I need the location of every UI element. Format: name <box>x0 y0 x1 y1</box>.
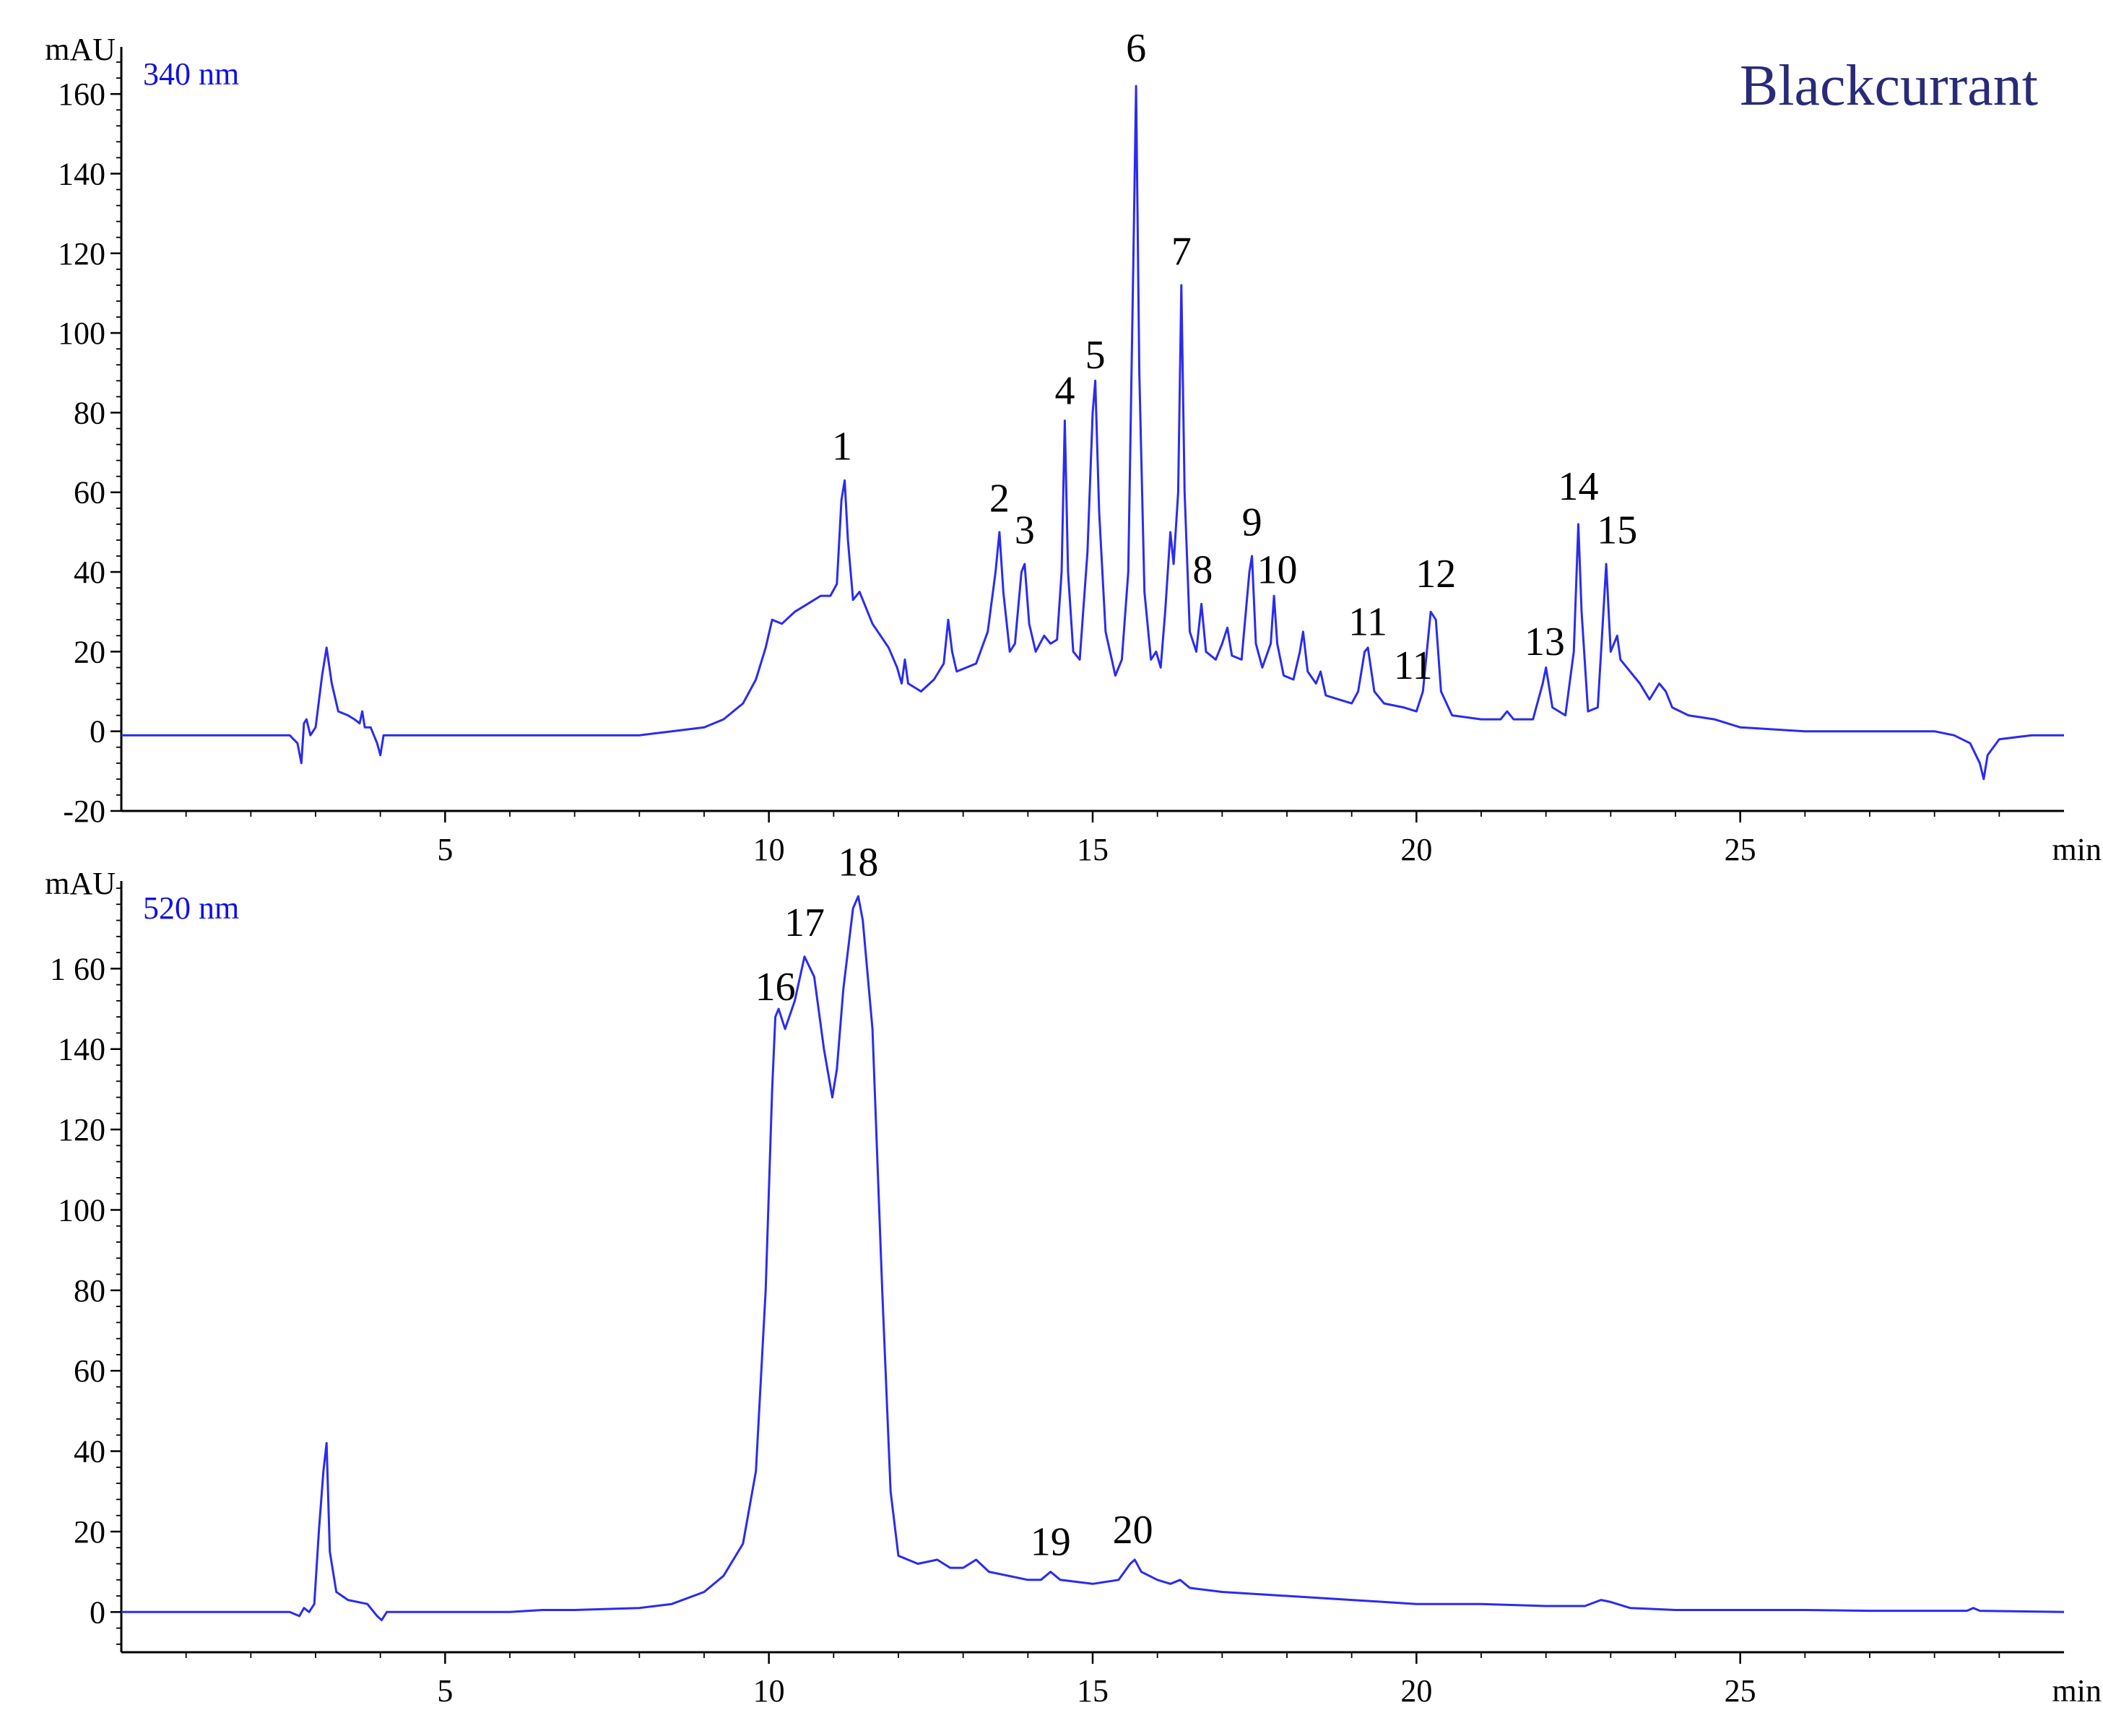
y-tick-label: 20 <box>74 1514 105 1550</box>
peak-label: 8 <box>1192 548 1213 593</box>
wavelength-label: 520 nm <box>143 890 239 926</box>
x-tick-label: 20 <box>1400 832 1432 867</box>
y-tick-label: 40 <box>74 1434 105 1470</box>
y-tick-label: 60 <box>74 475 105 511</box>
peak-label: 17 <box>784 900 825 945</box>
peak-label: 10 <box>1257 548 1298 593</box>
x-tick-label: 15 <box>1077 1673 1109 1709</box>
y-tick-label: 120 <box>58 1112 105 1147</box>
y-axis-unit-label: mAU <box>45 866 116 901</box>
chromatogram-trace <box>121 84 2064 781</box>
peak-label: 6 <box>1126 26 1146 71</box>
peak-label: 18 <box>838 840 878 885</box>
x-tick-label: 25 <box>1725 1673 1756 1709</box>
y-tick-label: 140 <box>58 156 105 191</box>
x-tick-label: 20 <box>1400 1673 1432 1709</box>
peak-label: 7 <box>1171 229 1192 274</box>
y-axis-unit-label: mAU <box>45 32 116 67</box>
y-tick-label: 140 <box>58 1032 105 1067</box>
peak-label: 1 <box>832 425 852 469</box>
y-tick-label: 100 <box>58 1192 105 1228</box>
peak-label: 11 <box>1348 599 1387 644</box>
x-tick-label: 25 <box>1725 832 1756 867</box>
y-tick-label: 0 <box>90 714 105 750</box>
peak-label: 20 <box>1113 1508 1153 1553</box>
peak-label: 9 <box>1242 500 1262 544</box>
y-tick-label: 1 60 <box>50 951 105 986</box>
x-tick-label: 5 <box>437 1673 453 1709</box>
x-tick-label: 5 <box>437 832 453 867</box>
figure-title: Blackcurrant <box>1740 54 2038 118</box>
wavelength-label: 340 nm <box>143 56 239 92</box>
chromatogram-trace <box>121 895 2065 1621</box>
x-axis-unit-label: min <box>2052 832 2102 867</box>
y-tick-label: 60 <box>74 1353 105 1389</box>
y-tick-label: 100 <box>58 316 105 351</box>
peak-label: 11 <box>1394 643 1433 688</box>
y-tick-label: 80 <box>74 1273 105 1308</box>
peak-label: 16 <box>755 965 796 1010</box>
y-tick-label: -20 <box>63 794 105 829</box>
y-tick-label: 160 <box>58 77 105 112</box>
y-tick-label: 40 <box>74 555 105 590</box>
y-tick-label: 20 <box>74 634 105 669</box>
peak-label: 3 <box>1015 508 1035 552</box>
peak-label: 5 <box>1085 333 1106 378</box>
peak-label: 13 <box>1525 620 1565 664</box>
peak-label: 4 <box>1054 368 1075 413</box>
x-axis-unit-label: min <box>2052 1673 2102 1709</box>
peak-label: 2 <box>989 476 1010 521</box>
y-tick-label: 80 <box>74 395 105 430</box>
y-tick-label: 0 <box>90 1594 105 1630</box>
peak-label: 14 <box>1558 464 1599 509</box>
x-tick-label: 15 <box>1077 832 1109 867</box>
x-tick-label: 10 <box>753 1673 785 1709</box>
peak-label: 12 <box>1415 552 1456 596</box>
peak-label: 19 <box>1031 1519 1071 1564</box>
y-tick-label: 120 <box>58 236 105 272</box>
x-tick-label: 10 <box>753 832 785 867</box>
peak-label: 15 <box>1597 508 1637 552</box>
